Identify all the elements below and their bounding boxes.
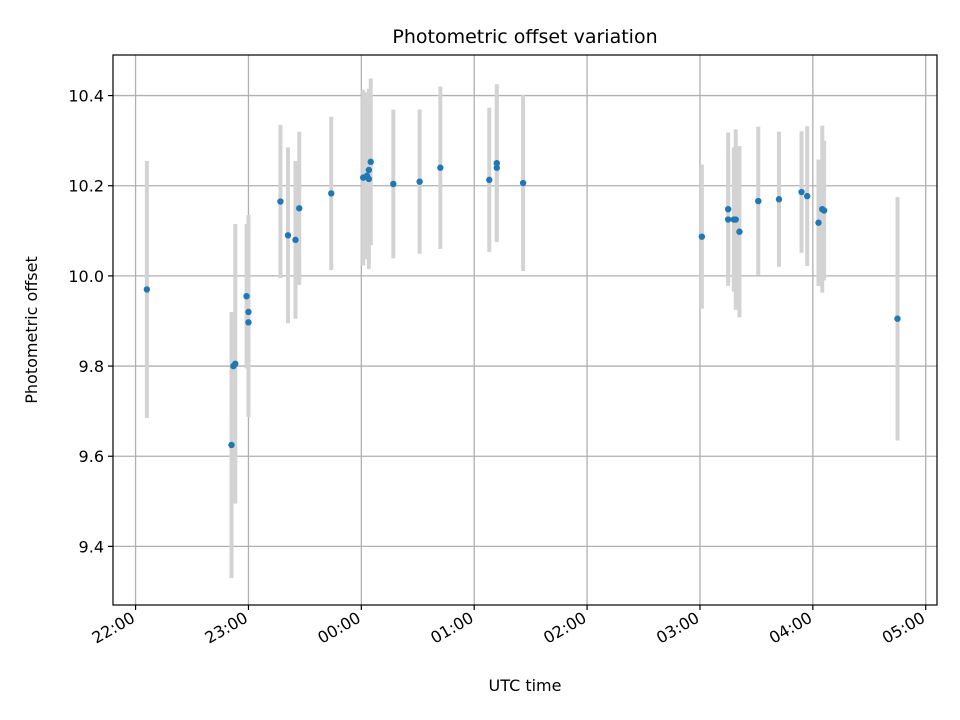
data-point — [798, 188, 805, 196]
data-point — [232, 360, 239, 368]
data-point — [328, 190, 335, 197]
y-tick-label: 10.2 — [68, 177, 104, 196]
chart-title: Photometric offset variation — [392, 26, 657, 48]
data-point — [143, 286, 151, 293]
data-point — [815, 219, 822, 226]
data-point — [820, 207, 828, 214]
y-tick-label: 9.4 — [79, 537, 104, 556]
data-points — [143, 158, 901, 449]
y-tick-label: 10.4 — [68, 87, 104, 106]
y-tick-label: 9.6 — [79, 447, 104, 466]
data-point — [243, 292, 250, 300]
data-point — [755, 197, 762, 205]
data-point — [493, 164, 500, 171]
y-tick-label: 9.8 — [79, 357, 104, 376]
data-point — [416, 178, 423, 185]
data-point — [367, 158, 374, 166]
data-point — [894, 315, 901, 322]
y-axis-ticks: 9.4 9.6 9.8 10.0 10.2 10.4 — [68, 87, 113, 556]
data-point — [296, 205, 303, 212]
data-point — [365, 175, 373, 183]
data-point — [245, 308, 252, 316]
x-axis-label: UTC time — [489, 676, 562, 695]
data-point — [519, 179, 527, 187]
data-point — [732, 216, 739, 223]
data-point — [292, 236, 299, 244]
data-point — [365, 166, 373, 174]
data-point — [486, 176, 493, 184]
data-point — [736, 228, 743, 235]
data-point — [493, 159, 500, 167]
data-point — [245, 319, 252, 326]
y-axis-label: Photometric offset — [22, 256, 41, 404]
data-point — [284, 232, 292, 239]
y-tick-label: 10.0 — [68, 267, 104, 286]
data-point — [775, 196, 783, 203]
data-point — [724, 205, 732, 213]
data-point — [698, 233, 706, 240]
data-point — [390, 180, 397, 188]
plot-frame — [112, 54, 938, 606]
data-point — [724, 216, 732, 223]
data-point — [277, 198, 284, 205]
data-point — [803, 192, 811, 200]
data-point — [437, 164, 444, 171]
data-point — [228, 441, 235, 449]
